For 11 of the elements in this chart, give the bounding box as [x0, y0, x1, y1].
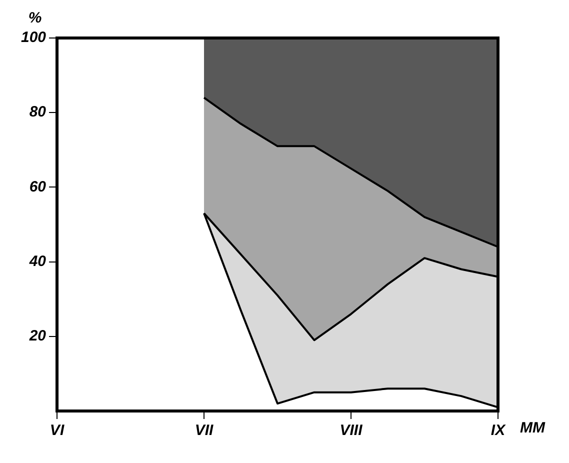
x-tick-label: VII — [194, 422, 214, 440]
x-tick-label: VIII — [340, 422, 364, 440]
x-tick-label: IX — [490, 422, 506, 440]
x-axis-title: MM — [520, 420, 546, 437]
y-tick-label: 60 — [29, 178, 47, 196]
y-axis-title: % — [28, 10, 42, 27]
y-tick-label: 20 — [28, 328, 47, 345]
x-tick-label: VI — [50, 422, 65, 440]
y-tick-label: 40 — [28, 252, 47, 270]
y-tick-label: 80 — [29, 104, 47, 121]
y-tick-label: 100 — [20, 29, 47, 46]
